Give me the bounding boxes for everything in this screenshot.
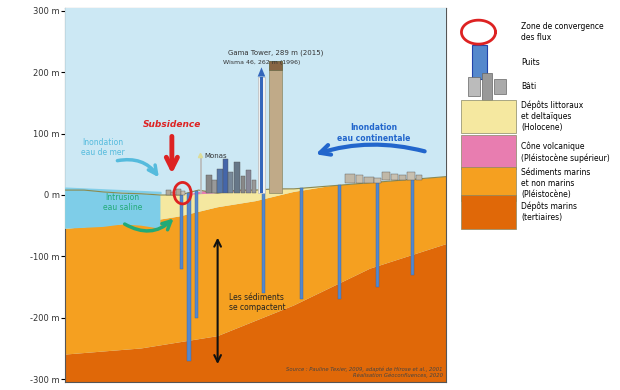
Bar <box>223 160 228 193</box>
Bar <box>345 174 355 183</box>
Bar <box>338 185 341 300</box>
Bar <box>234 163 241 193</box>
Bar <box>252 180 256 193</box>
Bar <box>364 177 374 183</box>
Bar <box>391 174 398 180</box>
Polygon shape <box>258 67 265 76</box>
Bar <box>269 61 283 193</box>
Bar <box>269 61 283 71</box>
Bar <box>410 179 414 275</box>
Text: Intrusion
eau saline: Intrusion eau saline <box>102 193 142 212</box>
Text: Gama Tower, 289 m (2015): Gama Tower, 289 m (2015) <box>228 50 324 56</box>
Bar <box>171 192 175 195</box>
Bar <box>206 175 212 193</box>
Bar <box>187 193 190 361</box>
Bar <box>180 195 183 269</box>
Text: Sédiments marins
et non marins
(Pléistocène): Sédiments marins et non marins (Pléistoc… <box>521 168 590 199</box>
Bar <box>356 176 363 183</box>
Bar <box>300 188 303 300</box>
Bar <box>482 73 492 99</box>
Bar <box>260 76 263 193</box>
Polygon shape <box>65 8 446 195</box>
Bar <box>374 178 381 183</box>
Text: Cône volcanique
(Pléistocène supérieur): Cône volcanique (Pléistocène supérieur) <box>521 141 610 163</box>
Bar <box>195 191 198 318</box>
Text: Zone de convergence
des flux: Zone de convergence des flux <box>521 22 604 42</box>
Bar <box>376 182 379 287</box>
Text: Puits: Puits <box>521 58 540 67</box>
Bar <box>182 191 185 195</box>
Bar <box>200 156 202 193</box>
Text: Dépôts marins
(tertiaires): Dépôts marins (tertiaires) <box>521 202 577 222</box>
Text: Bâti: Bâti <box>521 82 536 91</box>
Bar <box>246 170 251 193</box>
Text: Dépôts littoraux
et deltaïques
(Holocene): Dépôts littoraux et deltaïques (Holocene… <box>521 101 583 132</box>
Bar <box>228 172 233 193</box>
Bar <box>175 189 181 195</box>
Text: Monas: Monas <box>204 153 227 160</box>
Bar <box>468 77 480 96</box>
Bar <box>494 79 506 94</box>
Polygon shape <box>187 164 446 195</box>
Bar <box>382 172 391 180</box>
Text: Subsidence: Subsidence <box>143 120 201 129</box>
Bar <box>241 176 246 193</box>
Polygon shape <box>65 167 446 355</box>
Bar <box>217 168 223 193</box>
Bar <box>262 190 265 293</box>
Bar <box>461 135 516 169</box>
Bar <box>258 76 265 193</box>
Text: Source : Pauline Texier, 2009, adapté de Hirose et al., 2001
Réalisation Géoconf: Source : Pauline Texier, 2009, adapté de… <box>286 367 443 378</box>
Bar <box>212 180 217 193</box>
Polygon shape <box>65 167 446 229</box>
Bar <box>472 45 487 79</box>
Text: Wisma 46, 262 m (1996): Wisma 46, 262 m (1996) <box>223 60 300 66</box>
Text: Inondation
eau continentale: Inondation eau continentale <box>337 123 410 143</box>
Text: Inondation
eau de mer: Inondation eau de mer <box>81 138 125 157</box>
Text: Les sédiments
se compactent: Les sédiments se compactent <box>229 293 286 312</box>
Bar <box>461 195 516 229</box>
Bar <box>415 175 422 180</box>
Text: ►S: ►S <box>429 12 443 21</box>
Bar <box>461 167 516 200</box>
Bar <box>407 172 415 180</box>
Polygon shape <box>65 188 161 382</box>
Text: N◄: N◄ <box>69 12 84 21</box>
Bar <box>461 99 516 133</box>
Bar <box>399 175 406 180</box>
Bar <box>166 190 170 195</box>
Polygon shape <box>65 244 446 382</box>
